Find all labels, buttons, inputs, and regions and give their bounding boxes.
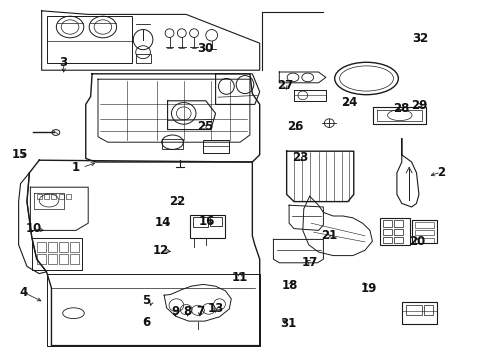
Text: 8: 8 — [184, 305, 192, 318]
Bar — [210, 217, 222, 226]
Bar — [402, 302, 437, 324]
Bar — [383, 229, 392, 235]
Bar — [37, 194, 42, 199]
Text: 7: 7 — [196, 305, 204, 318]
Text: 25: 25 — [196, 120, 213, 133]
Bar — [136, 54, 151, 63]
Text: 10: 10 — [25, 222, 42, 235]
Bar — [383, 237, 392, 243]
Text: 23: 23 — [292, 151, 308, 164]
Text: 19: 19 — [360, 282, 377, 294]
Bar — [59, 254, 68, 264]
Bar — [412, 220, 437, 243]
Bar — [51, 194, 56, 199]
Text: 20: 20 — [409, 235, 426, 248]
Text: 5: 5 — [142, 294, 150, 307]
Bar — [37, 242, 46, 252]
Text: 22: 22 — [169, 195, 186, 208]
Bar — [415, 230, 434, 235]
Text: 31: 31 — [280, 317, 296, 330]
Text: 32: 32 — [412, 32, 429, 45]
Bar — [383, 220, 392, 227]
Text: 24: 24 — [341, 96, 357, 109]
Bar — [424, 305, 433, 315]
Bar — [66, 194, 71, 199]
Bar — [37, 254, 46, 264]
Text: 6: 6 — [142, 316, 150, 329]
Text: 1: 1 — [72, 161, 80, 174]
Text: 3: 3 — [60, 57, 68, 69]
Bar — [48, 242, 57, 252]
Text: 9: 9 — [172, 305, 179, 318]
Bar — [48, 254, 57, 264]
Bar — [44, 194, 49, 199]
Text: 29: 29 — [411, 99, 427, 112]
Bar — [380, 218, 410, 245]
Bar — [190, 215, 225, 238]
Text: 4: 4 — [20, 286, 27, 299]
Text: 21: 21 — [321, 229, 338, 242]
Bar — [415, 222, 434, 228]
Bar — [394, 237, 403, 243]
Bar — [59, 194, 64, 199]
Text: 16: 16 — [198, 215, 215, 228]
Text: 30: 30 — [196, 42, 213, 55]
Text: 28: 28 — [392, 102, 409, 115]
Text: 14: 14 — [155, 216, 172, 229]
Text: 12: 12 — [152, 244, 169, 257]
Bar — [203, 140, 229, 153]
Bar — [59, 242, 68, 252]
Bar — [394, 220, 403, 227]
Text: 2: 2 — [437, 166, 445, 179]
Text: 17: 17 — [301, 256, 318, 269]
Text: 13: 13 — [207, 302, 224, 315]
Text: 15: 15 — [11, 148, 28, 161]
Text: 18: 18 — [282, 279, 298, 292]
Bar — [406, 305, 422, 315]
Text: 11: 11 — [232, 271, 248, 284]
Bar — [415, 238, 434, 243]
Bar — [70, 242, 79, 252]
Bar — [394, 229, 403, 235]
Bar — [193, 217, 208, 227]
Bar — [70, 254, 79, 264]
Text: 26: 26 — [287, 120, 303, 133]
Bar — [47, 16, 132, 63]
Text: 27: 27 — [277, 79, 294, 92]
